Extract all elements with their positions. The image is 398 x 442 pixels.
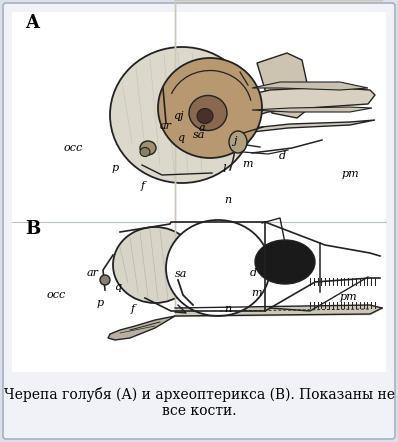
Text: qj: qj bbox=[174, 111, 184, 121]
Text: l: l bbox=[222, 164, 226, 174]
Ellipse shape bbox=[110, 47, 254, 183]
Ellipse shape bbox=[166, 220, 270, 316]
Text: d: d bbox=[279, 151, 287, 160]
Text: p: p bbox=[111, 163, 119, 173]
Ellipse shape bbox=[140, 148, 150, 156]
Text: pm: pm bbox=[341, 169, 359, 179]
Text: p: p bbox=[97, 298, 104, 308]
Text: n: n bbox=[224, 195, 232, 205]
Text: occ: occ bbox=[47, 290, 66, 300]
Text: q: q bbox=[177, 133, 184, 143]
Text: ar: ar bbox=[160, 121, 172, 131]
Text: f: f bbox=[140, 181, 144, 191]
Text: q: q bbox=[114, 282, 121, 292]
Polygon shape bbox=[252, 107, 372, 112]
Polygon shape bbox=[257, 53, 312, 118]
Text: Черепа голубя (А) и археоптерикса (В). Показаны не: Черепа голубя (А) и археоптерикса (В). П… bbox=[4, 388, 394, 403]
Text: a: a bbox=[199, 122, 205, 133]
Text: sa: sa bbox=[193, 130, 205, 140]
Text: d: d bbox=[250, 268, 257, 278]
Polygon shape bbox=[252, 82, 368, 90]
Text: m: m bbox=[251, 288, 262, 298]
FancyBboxPatch shape bbox=[3, 3, 395, 439]
Ellipse shape bbox=[197, 108, 213, 123]
Ellipse shape bbox=[140, 141, 156, 155]
FancyBboxPatch shape bbox=[12, 12, 386, 372]
Ellipse shape bbox=[100, 275, 110, 285]
Text: pm: pm bbox=[339, 292, 357, 302]
Text: ar: ar bbox=[86, 268, 98, 278]
Ellipse shape bbox=[189, 95, 227, 130]
Text: f: f bbox=[131, 305, 135, 314]
Text: sa: sa bbox=[174, 269, 187, 279]
Polygon shape bbox=[252, 120, 375, 132]
Ellipse shape bbox=[113, 227, 197, 303]
Polygon shape bbox=[248, 88, 375, 118]
Text: все кости.: все кости. bbox=[162, 404, 236, 418]
Text: m: m bbox=[242, 159, 252, 169]
Polygon shape bbox=[108, 316, 175, 340]
Ellipse shape bbox=[229, 131, 247, 153]
Ellipse shape bbox=[158, 58, 262, 158]
Ellipse shape bbox=[255, 240, 315, 284]
Text: j: j bbox=[233, 136, 236, 146]
Text: A: A bbox=[25, 14, 39, 32]
Text: occ: occ bbox=[63, 143, 82, 153]
Text: n: n bbox=[224, 305, 232, 314]
Text: B: B bbox=[25, 220, 40, 238]
